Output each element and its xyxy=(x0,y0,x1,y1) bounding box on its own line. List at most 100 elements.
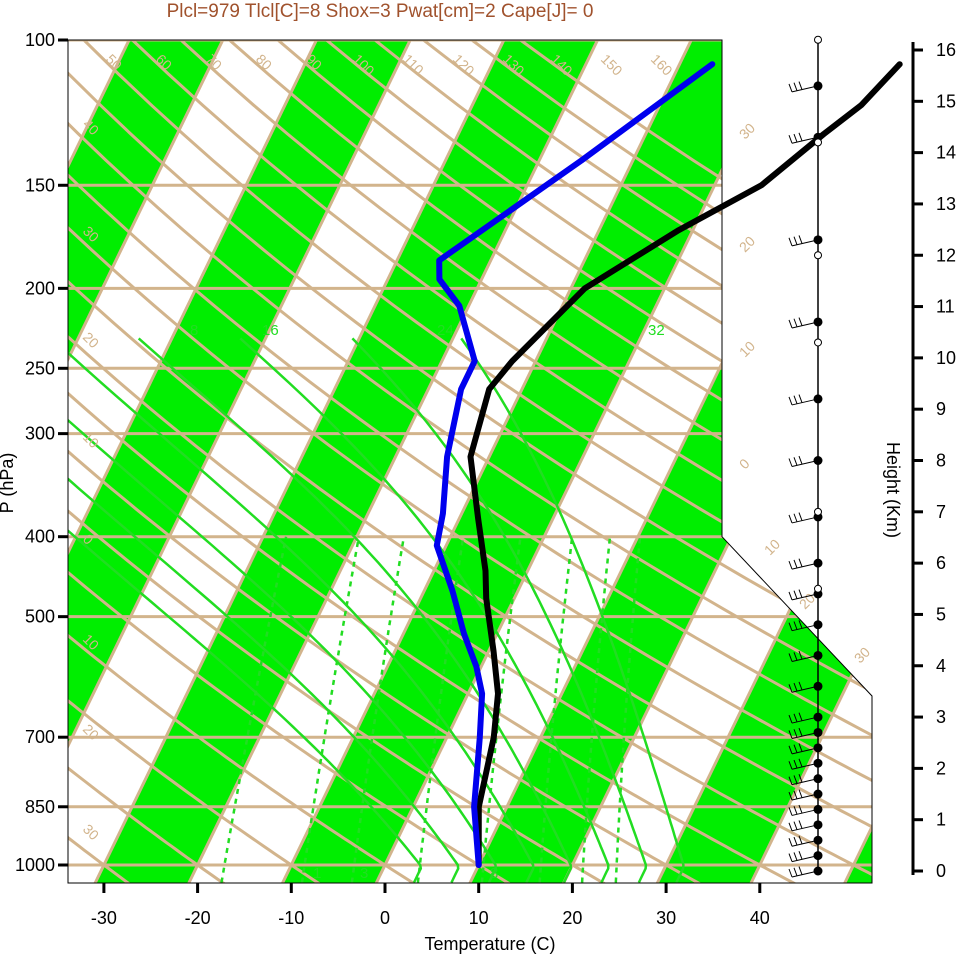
wind-barb-flag xyxy=(793,457,798,466)
wind-barb-flag xyxy=(793,759,798,769)
dry-adiabat-line xyxy=(68,40,537,883)
wind-barb-flag xyxy=(788,560,793,570)
wind-barb-flag xyxy=(788,868,793,878)
wind-barb-flag xyxy=(793,852,798,861)
chart-title: Plcl=979 Tlcl[C]=8 Shox=3 Pwat[cm]=2 Cap… xyxy=(167,1,594,22)
moist-adiabat-line xyxy=(239,337,610,883)
height-tick-label: 3 xyxy=(936,707,946,727)
wind-barb xyxy=(791,85,819,93)
plot-frame xyxy=(67,39,873,884)
wind-barb-flag xyxy=(788,83,793,93)
wind-barb-flag xyxy=(798,558,803,567)
isotherm-line xyxy=(273,40,711,883)
wind-barb-flag xyxy=(793,744,798,753)
x-tick-label: -10 xyxy=(278,908,304,928)
wind-barb-flag xyxy=(793,395,798,404)
isotherm-label: 10 xyxy=(761,536,783,558)
x-tick-label: 20 xyxy=(562,908,582,928)
dry-adiabat-line xyxy=(68,40,872,883)
mixing-ratio-label: 1 xyxy=(313,865,321,882)
wind-barb-flag xyxy=(798,866,803,875)
dry-adiabat-label: 120 xyxy=(450,51,478,79)
isotherm-left-label: 30 xyxy=(80,821,102,843)
wind-barb xyxy=(791,398,819,406)
wind-barb-flag xyxy=(798,774,803,783)
wind-barb-flag xyxy=(788,776,793,785)
dry-adiabat-line xyxy=(68,40,872,883)
dry-adiabat-line xyxy=(0,2,54,899)
dry-adiabat-line xyxy=(68,40,872,883)
wind-barb xyxy=(791,136,819,144)
wind-barb xyxy=(791,747,819,755)
wind-barb-flag xyxy=(788,653,793,662)
wind-barb-flag xyxy=(798,712,803,721)
wind-barb-flag xyxy=(798,789,803,798)
x-axis-label: Temperature (C) xyxy=(424,934,555,954)
wind-barb-flag xyxy=(793,682,798,692)
isotherm-line xyxy=(0,2,54,899)
wind-barb-flag xyxy=(798,851,803,860)
height-tick-label: 8 xyxy=(936,451,946,471)
wind-barb-flag xyxy=(798,681,803,691)
wind-barb xyxy=(791,855,819,863)
wind-barb-flag xyxy=(793,867,798,876)
y-tick-label: 100 xyxy=(25,30,55,50)
isotherm-label: 10 xyxy=(736,338,758,360)
dry-adiabat-line xyxy=(68,40,872,883)
mixing-ratio-lines xyxy=(220,536,642,883)
wind-open-marker xyxy=(814,584,822,593)
wind-barb-flag xyxy=(788,514,793,524)
height-tick-label: 16 xyxy=(936,40,956,60)
wind-barb-flag xyxy=(788,838,793,847)
wind-barb-flag xyxy=(788,791,793,801)
wind-barb-flag xyxy=(793,836,798,846)
y-tick-label: 250 xyxy=(25,358,55,378)
wind-barb-flag xyxy=(798,743,803,752)
isotherm-label: 30 xyxy=(851,644,873,666)
wind-barb-flag xyxy=(788,237,793,247)
wind-barb xyxy=(791,624,819,632)
dry-adiabat-line xyxy=(68,40,440,883)
dry-adiabat-label: 80 xyxy=(253,51,275,73)
wind-barb-flag xyxy=(798,620,803,629)
x-tick-label: 10 xyxy=(469,908,489,928)
dry-adiabat-line xyxy=(68,40,872,883)
wind-barb-flag xyxy=(788,761,793,770)
height-tick-label: 0 xyxy=(936,861,946,881)
mixing-ratio-line xyxy=(580,536,612,883)
wind-barb-flag xyxy=(793,559,798,569)
wind-barb-flag xyxy=(798,820,803,829)
wind-barb-flag xyxy=(788,591,793,601)
isotherm-label: 0 xyxy=(736,455,753,472)
y-tick-label: 850 xyxy=(25,797,55,817)
moist-adiabat-line xyxy=(68,337,535,883)
wind-barb xyxy=(791,460,819,467)
mixing-ratio-line xyxy=(220,536,288,883)
x-axis: -30 -20 -10 0 10 20 30 40 xyxy=(91,883,770,928)
wind-barb-flag xyxy=(798,455,803,465)
mixing-ratio-line xyxy=(480,536,522,883)
dry-adiabat-line xyxy=(68,40,248,883)
mixing-ratio-line xyxy=(416,536,465,883)
height-axis-label: Height (Km) xyxy=(883,442,903,538)
wind-barb-flag xyxy=(798,650,803,660)
dry-adiabat-line xyxy=(68,40,825,883)
isotherm-line xyxy=(85,40,524,883)
isotherm-line xyxy=(68,40,149,883)
wind-barb xyxy=(791,321,819,329)
moist-adiabat-line xyxy=(351,337,648,883)
dry-adiabat-line xyxy=(68,40,152,883)
dry-adiabat-line xyxy=(68,40,344,883)
wind-barb xyxy=(791,793,819,801)
wind-barb-flag xyxy=(798,317,803,326)
mixing-ratio-line xyxy=(538,536,574,883)
moist-adiabat-line xyxy=(68,337,460,883)
wind-open-marker xyxy=(814,507,822,516)
height-tick-label: 6 xyxy=(936,553,946,573)
height-tick-label: 12 xyxy=(936,245,956,265)
isotherm-left-label: 20 xyxy=(80,329,102,351)
dry-adiabat-line xyxy=(140,40,872,883)
wind-barb-flag xyxy=(798,835,803,844)
